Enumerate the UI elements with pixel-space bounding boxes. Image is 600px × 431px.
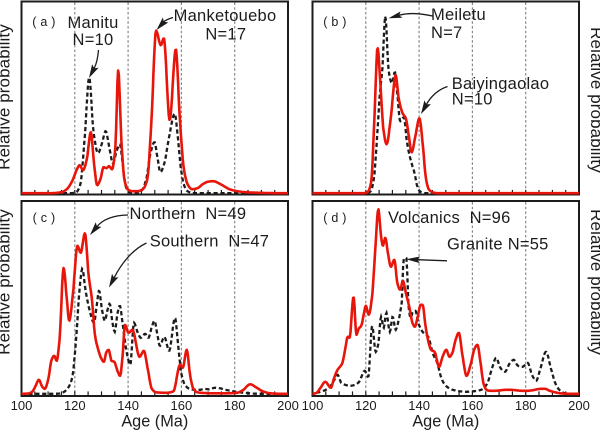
svg-text:160: 160	[462, 398, 484, 413]
svg-text:( d ): ( d )	[323, 211, 346, 225]
svg-text:Manitu: Manitu	[67, 14, 118, 32]
svg-text:Age (Ma): Age (Ma)	[121, 413, 188, 431]
svg-text:100: 100	[302, 398, 324, 413]
svg-text:( c ): ( c )	[33, 211, 56, 225]
svg-text:160: 160	[171, 398, 193, 413]
svg-text:200: 200	[568, 398, 590, 413]
svg-text:Manketouebo: Manketouebo	[174, 7, 277, 25]
svg-text:Baiyingaolao: Baiyingaolao	[452, 75, 550, 93]
svg-text:Volcanics N=96: Volcanics N=96	[388, 209, 511, 227]
svg-text:N=10: N=10	[73, 31, 114, 49]
svg-text:180: 180	[224, 398, 246, 413]
svg-text:180: 180	[515, 398, 537, 413]
svg-text:Granite N=55: Granite N=55	[447, 236, 549, 254]
svg-text:Southern N=47: Southern N=47	[150, 233, 270, 251]
svg-text:120: 120	[355, 398, 377, 413]
svg-text:( a ): ( a )	[32, 15, 55, 29]
svg-text:Relative probability: Relative probability	[0, 24, 14, 170]
svg-text:Relative probability: Relative probability	[587, 27, 600, 173]
svg-text:Age (Ma): Age (Ma)	[412, 413, 479, 431]
svg-text:N=7: N=7	[431, 24, 462, 42]
svg-text:( b ): ( b )	[323, 15, 346, 29]
svg-text:Northern N=49: Northern N=49	[130, 205, 247, 223]
svg-text:N=17: N=17	[205, 26, 246, 44]
svg-text:Relative probability: Relative probability	[587, 209, 600, 355]
svg-text:Meiletu: Meiletu	[431, 6, 486, 24]
svg-text:N=10: N=10	[452, 91, 493, 109]
svg-text:140: 140	[408, 398, 430, 413]
svg-text:Relative probability: Relative probability	[0, 209, 14, 355]
svg-text:200: 200	[277, 398, 299, 413]
svg-text:100: 100	[11, 398, 33, 413]
svg-text:120: 120	[64, 398, 86, 413]
svg-text:140: 140	[117, 398, 139, 413]
